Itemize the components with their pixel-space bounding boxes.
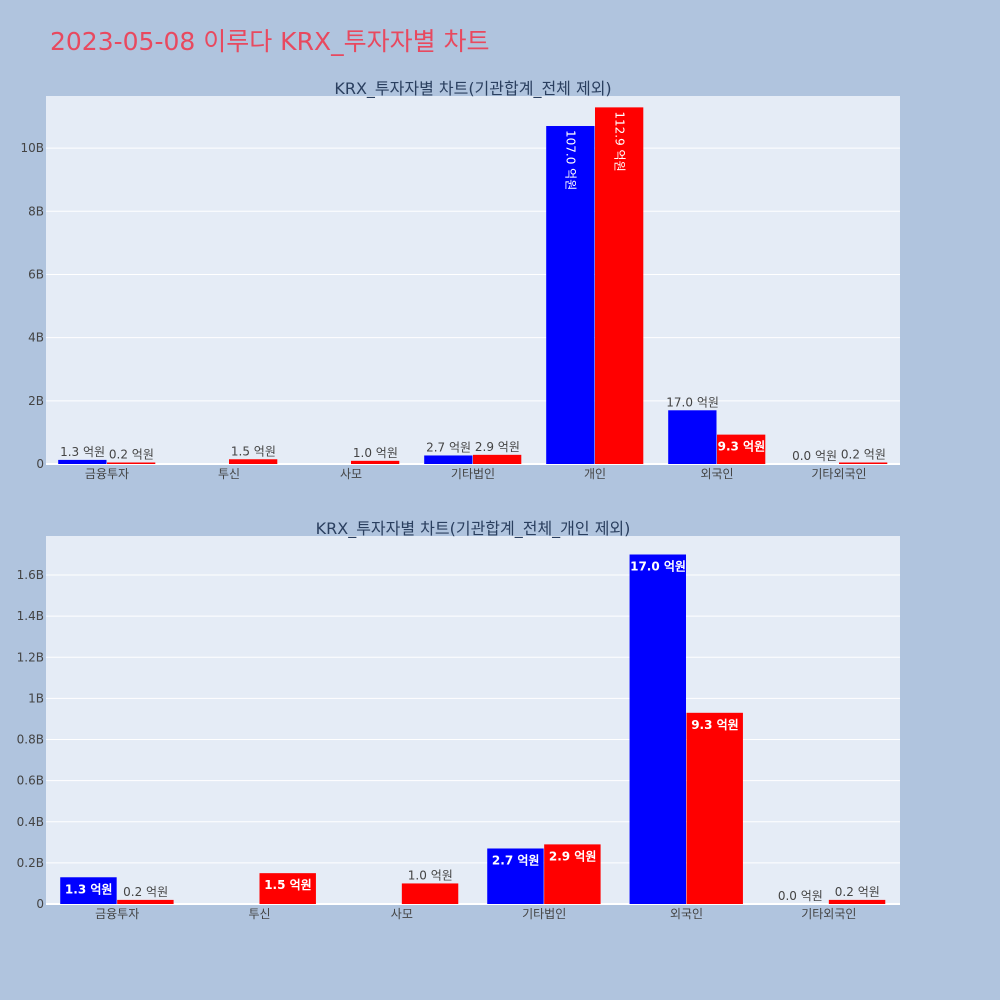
x-tick-label: 투신	[248, 907, 270, 921]
data-label: 0.2 억원	[123, 885, 168, 899]
bar	[229, 459, 278, 464]
y-tick-label: 1.2B	[17, 650, 44, 664]
data-label: 9.3 억원	[691, 718, 739, 732]
data-label: 0.2 억원	[841, 448, 886, 462]
data-label: 1.0 억원	[353, 446, 398, 460]
y-tick-label: 1B	[28, 691, 44, 705]
data-label: 2.7 억원	[426, 440, 471, 454]
x-tick-label: 기타외국인	[801, 907, 856, 921]
data-label: 0.2 억원	[109, 448, 154, 462]
data-label: 1.3 억원	[65, 882, 113, 896]
page-title: 2023-05-08 이루다 KRX_투자자별 차트	[50, 27, 490, 56]
bar	[828, 899, 886, 904]
data-label: 17.0 억원	[666, 395, 719, 409]
y-tick-label: 0	[36, 457, 44, 471]
bar	[629, 554, 686, 904]
bar	[60, 877, 117, 904]
x-tick-label: 투신	[218, 467, 240, 481]
bar	[686, 712, 743, 904]
data-label: 2.9 억원	[475, 440, 520, 454]
data-label: 112.9 억원	[612, 111, 626, 171]
plot-area	[46, 96, 900, 464]
y-tick-label: 10B	[20, 141, 44, 155]
x-tick-label: 외국인	[670, 907, 703, 921]
data-label: 1.5 억원	[231, 444, 276, 458]
bar	[424, 455, 473, 464]
data-label: 107.0 억원	[564, 130, 578, 190]
bar	[107, 462, 156, 464]
chart-title: KRX_투자자별 차트(기관합계_전체_개인 제외)	[316, 519, 631, 539]
data-label: 1.0 억원	[408, 868, 453, 882]
bar	[58, 459, 107, 464]
chart-1: 0 2B 4B 6B 8B 10B KRX_투자자별 차트(기관합계_전체 제외) 금융투자 1…	[20, 79, 900, 481]
y-tick-label: 1.6B	[17, 568, 44, 582]
bar	[546, 126, 595, 465]
x-tick-label: 외국인	[700, 467, 733, 481]
bar	[473, 454, 522, 464]
x-tick-label: 기타법인	[522, 907, 566, 921]
data-label: 0.0 억원	[778, 889, 823, 903]
bar	[401, 883, 459, 904]
data-label: 1.5 억원	[264, 878, 312, 892]
x-tick-label: 금융투자	[85, 467, 129, 481]
data-label: 0.0 억원	[792, 449, 837, 463]
data-label: 0.2 억원	[835, 885, 880, 899]
y-tick-label: 1.4B	[17, 609, 44, 623]
chart-2: 0 0.2B 0.4B 0.6B 0.8B 1B 1.2B 1.4B 1.6B KRX_투자자별 …	[17, 519, 900, 921]
data-label: 2.7 억원	[492, 853, 540, 867]
data-label: 9.3 억원	[718, 440, 766, 454]
bar	[117, 899, 174, 904]
x-tick-label: 기타법인	[451, 467, 495, 481]
x-tick-label: 개인	[584, 467, 606, 481]
x-tick-label: 금융투자	[95, 907, 139, 921]
y-tick-label: 0	[36, 897, 44, 911]
bar	[668, 410, 717, 464]
y-tick-label: 2B	[28, 394, 44, 408]
bar	[487, 848, 544, 904]
bar	[717, 434, 766, 464]
chart-title: KRX_투자자별 차트(기관합계_전체 제외)	[334, 79, 611, 99]
bar	[839, 462, 888, 464]
y-tick-label: 6B	[28, 267, 44, 281]
plot-area	[46, 536, 900, 904]
data-label: 17.0 억원	[630, 560, 686, 574]
x-tick-label: 사모	[340, 467, 362, 481]
y-tick-label: 0.2B	[17, 856, 44, 870]
data-label: 2.9 억원	[549, 849, 597, 863]
y-tick-label: 0.8B	[17, 733, 44, 747]
bar	[259, 873, 316, 904]
x-tick-label: 사모	[391, 907, 413, 921]
bar	[544, 844, 601, 904]
y-tick-label: 8B	[28, 204, 44, 218]
bar	[351, 460, 400, 464]
bar	[595, 107, 644, 464]
y-tick-label: 0.6B	[17, 774, 44, 788]
y-tick-label: 4B	[28, 331, 44, 345]
x-tick-label: 기타외국인	[811, 467, 866, 481]
y-tick-label: 0.4B	[17, 815, 44, 829]
data-label: 1.3 억원	[60, 445, 105, 459]
